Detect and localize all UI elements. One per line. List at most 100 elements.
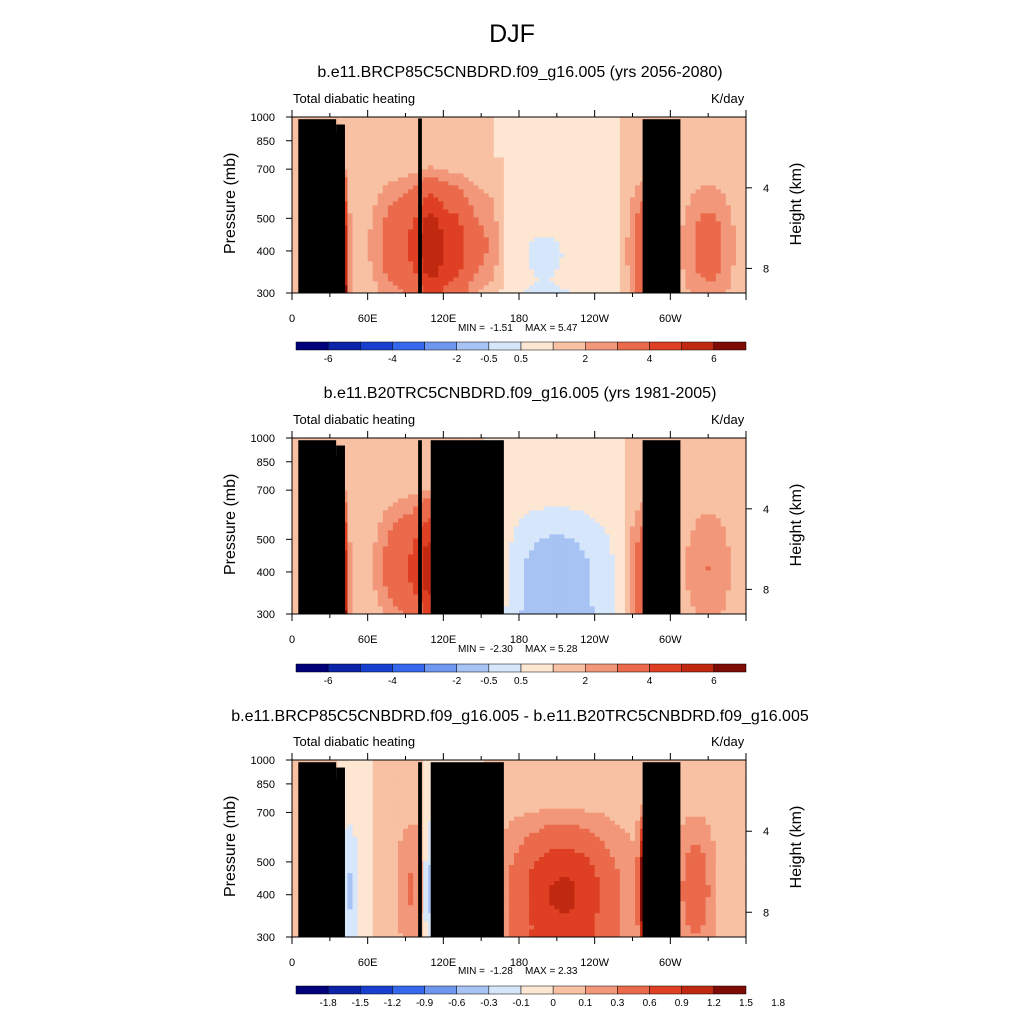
contour-cell bbox=[483, 221, 490, 226]
contour-cell bbox=[624, 269, 631, 274]
contour-cell bbox=[433, 277, 439, 282]
contour-cell bbox=[503, 205, 510, 210]
contour-cell bbox=[740, 281, 747, 286]
contour-cell bbox=[599, 586, 606, 591]
contour-cell bbox=[458, 285, 464, 290]
contour-cell bbox=[387, 253, 394, 258]
contour-cell bbox=[392, 233, 399, 238]
contour-cell bbox=[710, 269, 717, 274]
contour-cell bbox=[347, 149, 353, 154]
contour-cell bbox=[367, 289, 374, 294]
contour-cell bbox=[473, 209, 480, 214]
contour-cell bbox=[564, 570, 570, 575]
contour-cell bbox=[463, 185, 469, 190]
contour-cell bbox=[519, 261, 525, 266]
contour-cell bbox=[559, 169, 565, 174]
contour-cell bbox=[584, 205, 591, 210]
contour-cell bbox=[408, 169, 414, 174]
contour-cell bbox=[705, 289, 712, 294]
contour-cell bbox=[488, 229, 495, 234]
contour-cell bbox=[463, 241, 469, 246]
contour-cell bbox=[468, 193, 474, 198]
contour-cell bbox=[549, 221, 555, 226]
contour-cell bbox=[292, 229, 298, 234]
contour-cell bbox=[468, 229, 474, 234]
contour-cell bbox=[584, 169, 591, 174]
contour-cell bbox=[740, 153, 747, 158]
contour-cell bbox=[529, 217, 535, 222]
contour-cell bbox=[478, 273, 485, 278]
contour-cell bbox=[609, 141, 616, 146]
contour-cell bbox=[715, 285, 722, 290]
contour-cell bbox=[569, 217, 575, 222]
contour-cell bbox=[604, 149, 611, 154]
contour-cell bbox=[594, 578, 601, 583]
contour-cell bbox=[352, 209, 358, 214]
contour-cell bbox=[609, 213, 616, 218]
contour-cell bbox=[513, 209, 520, 214]
contour-cell bbox=[725, 169, 732, 174]
contour-cell bbox=[559, 181, 565, 186]
contour-cell bbox=[377, 181, 384, 186]
contour-cell bbox=[438, 137, 444, 142]
contour-cell bbox=[352, 594, 358, 599]
contour-cell bbox=[539, 261, 545, 266]
contour-cell bbox=[635, 237, 641, 242]
contour-cell bbox=[599, 141, 606, 146]
contour-cell bbox=[503, 261, 510, 266]
contour-cell bbox=[534, 133, 540, 138]
contour-cell bbox=[624, 582, 631, 587]
contour-cell bbox=[594, 161, 601, 166]
contour-cell bbox=[503, 121, 510, 126]
contour-cell bbox=[579, 201, 585, 206]
contour-cell bbox=[433, 233, 439, 238]
contour-cell bbox=[463, 205, 469, 210]
contour-cell bbox=[362, 133, 369, 138]
contour-cell bbox=[508, 149, 515, 154]
contour-cell bbox=[397, 149, 404, 154]
contour-cell bbox=[524, 578, 530, 583]
contour-cell bbox=[402, 201, 409, 206]
contour-cell bbox=[740, 157, 747, 162]
contour-cell bbox=[448, 185, 454, 190]
contour-cell bbox=[730, 117, 737, 122]
contour-cell bbox=[377, 590, 384, 595]
contour-cell bbox=[387, 285, 394, 290]
contour-cell bbox=[599, 598, 606, 603]
contour-cell bbox=[624, 225, 631, 230]
contour-cell bbox=[549, 145, 555, 150]
contour-cell bbox=[604, 253, 611, 258]
contour-cell bbox=[725, 253, 732, 258]
contour-cell bbox=[700, 289, 707, 294]
colorbar-label: 0.5 bbox=[514, 354, 528, 365]
contour-cell bbox=[710, 586, 717, 591]
contour-cell bbox=[519, 181, 525, 186]
contour-cell bbox=[539, 157, 545, 162]
contour-cell bbox=[574, 193, 580, 198]
contour-cell bbox=[740, 129, 747, 134]
contour-cell bbox=[614, 281, 621, 286]
contour-cell bbox=[362, 157, 369, 162]
contour-cell bbox=[438, 257, 444, 262]
contour-cell bbox=[413, 201, 419, 206]
contour-cell bbox=[619, 133, 626, 138]
contour-cell bbox=[352, 606, 358, 611]
contour-cell bbox=[468, 129, 474, 134]
contour-cell bbox=[629, 193, 636, 198]
contour-cell bbox=[357, 570, 364, 575]
contour-cell bbox=[402, 261, 409, 266]
contour-cell bbox=[367, 594, 374, 599]
contour-cell bbox=[408, 257, 414, 262]
contour-cell bbox=[715, 149, 722, 154]
contour-cell bbox=[574, 574, 580, 579]
contour-cell bbox=[539, 185, 545, 190]
contour-cell bbox=[372, 205, 379, 210]
contour-cell bbox=[483, 249, 490, 254]
contour-cell bbox=[423, 269, 429, 274]
contour-cell bbox=[488, 141, 495, 146]
contour-cell bbox=[488, 285, 495, 290]
contour-cell bbox=[584, 177, 591, 182]
contour-cell bbox=[367, 582, 374, 587]
contour-cell bbox=[513, 173, 520, 178]
contour-cell bbox=[740, 149, 747, 154]
